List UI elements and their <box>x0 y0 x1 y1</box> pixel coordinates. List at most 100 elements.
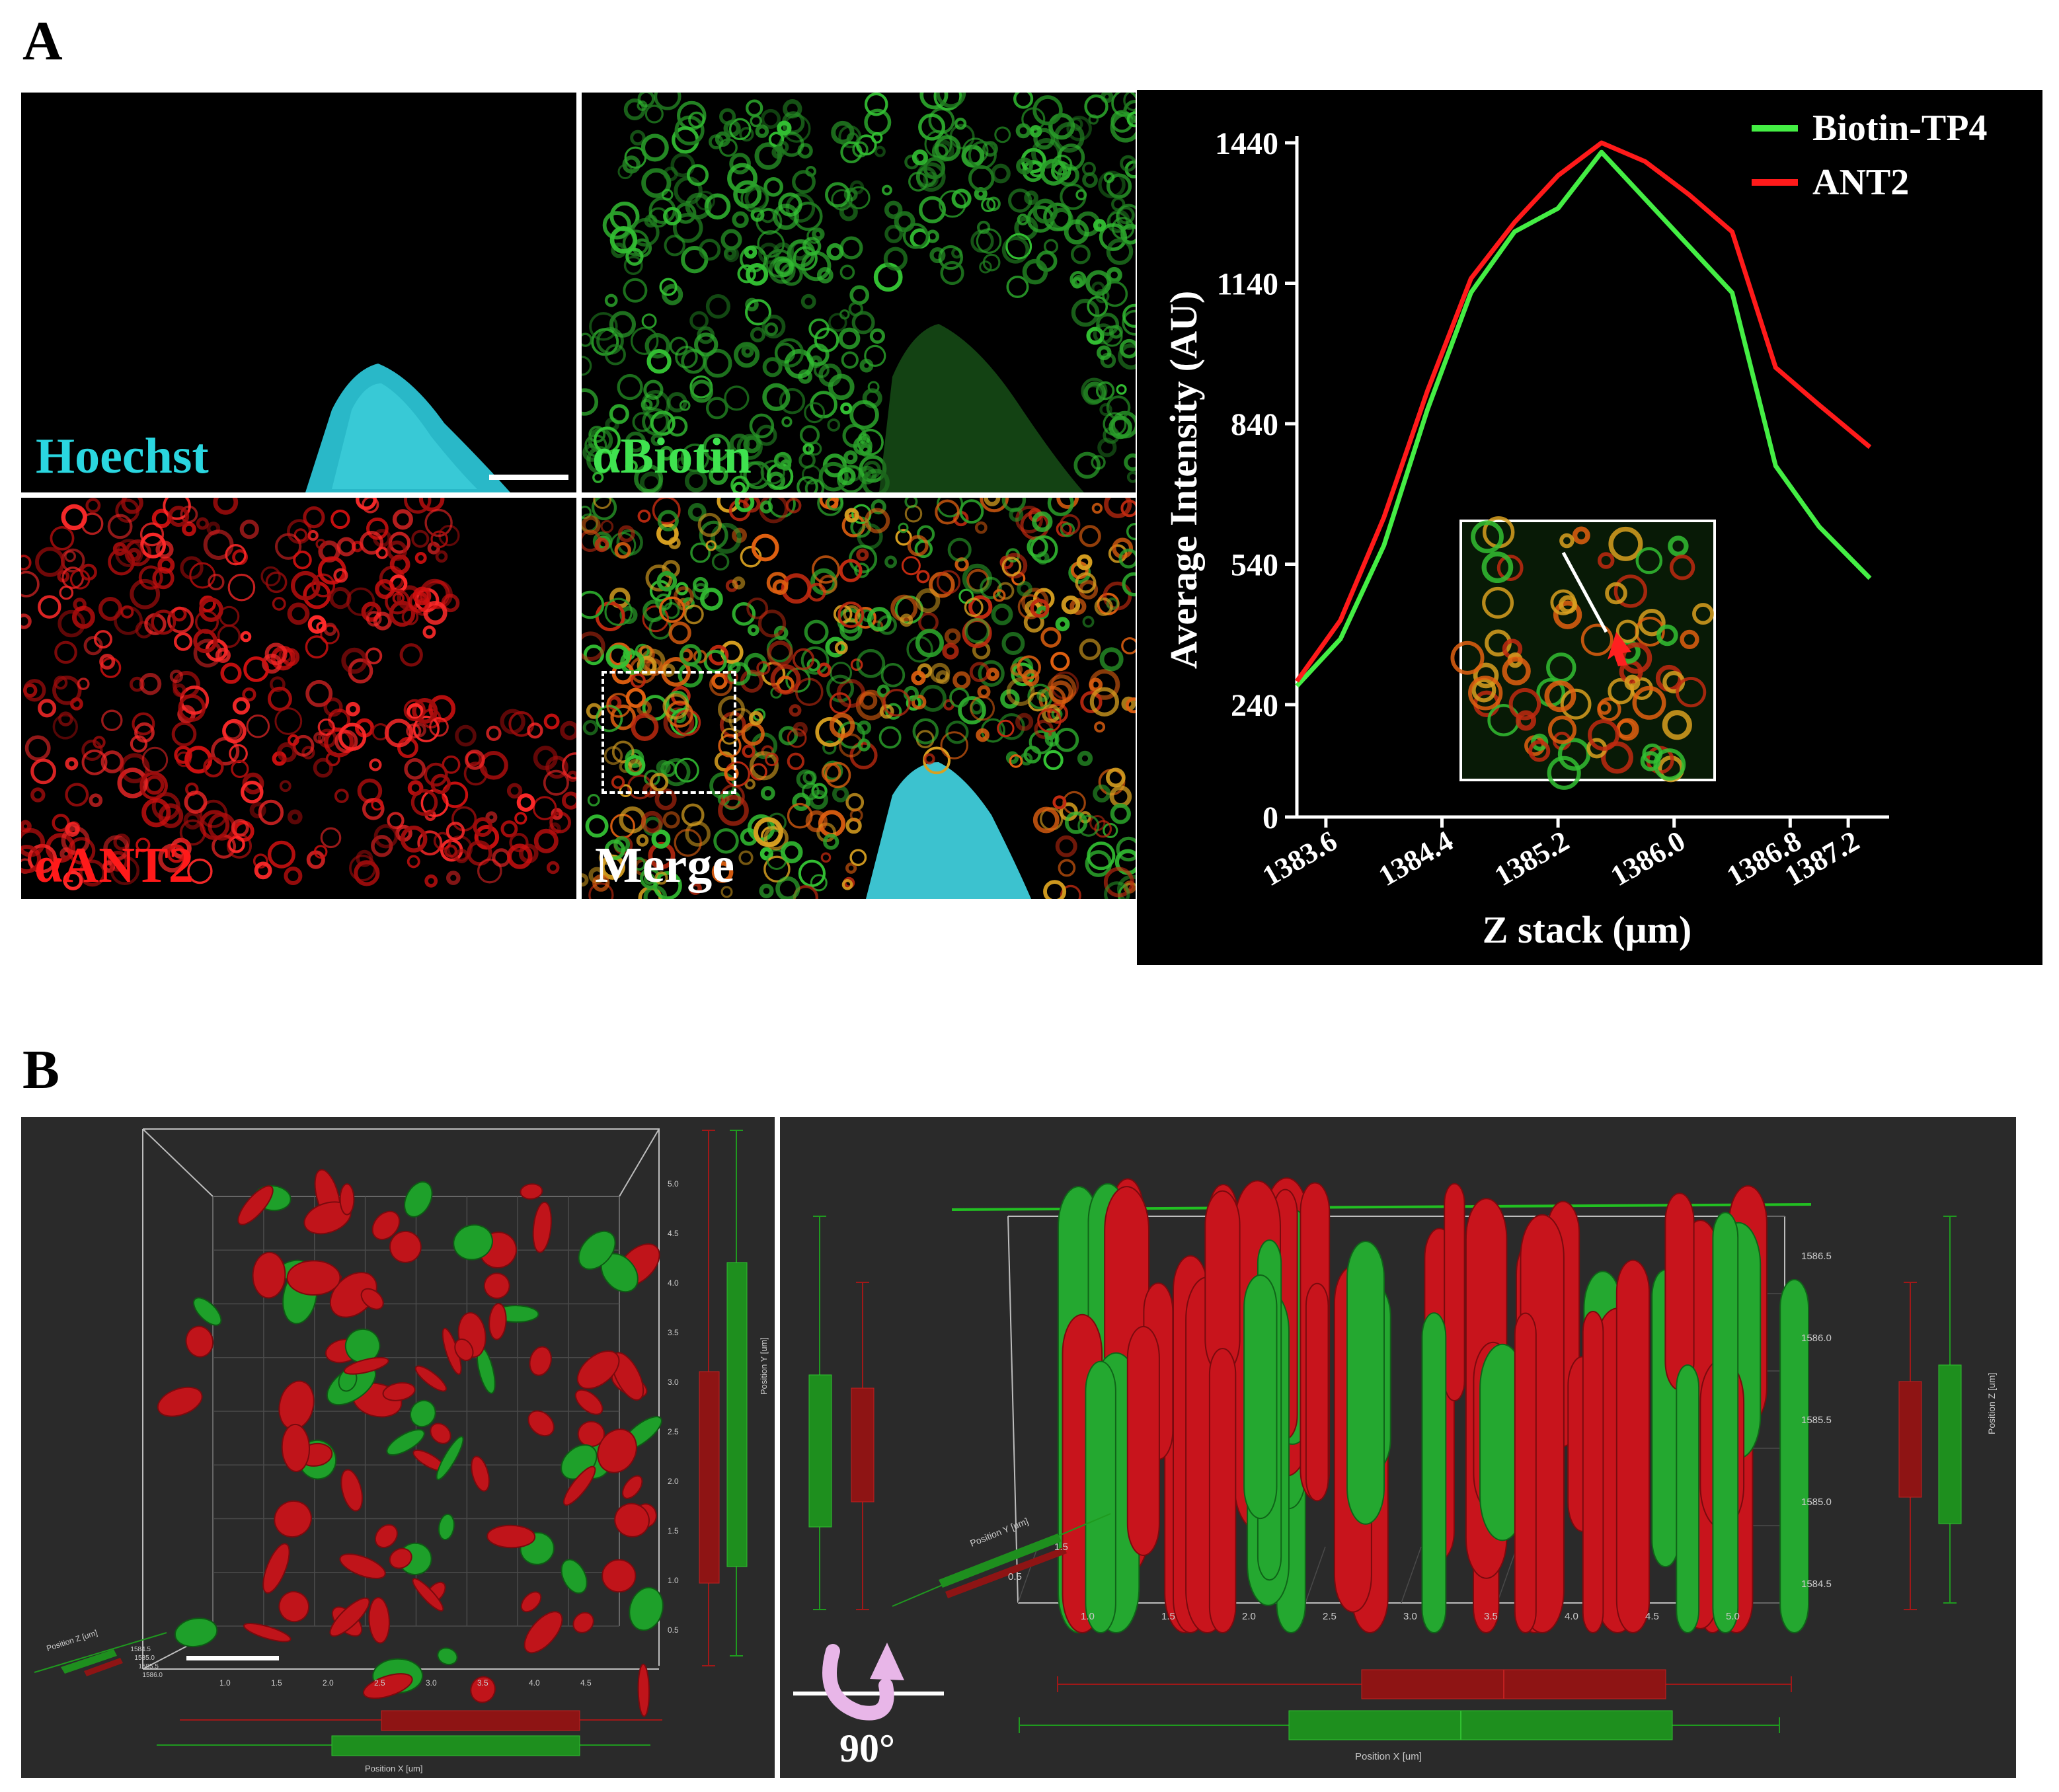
scene-left-x-tick-label: 2.5 <box>374 1678 385 1688</box>
organelle-mark <box>373 611 392 631</box>
organelle-mark <box>680 644 702 666</box>
scene-left-y-boxplots <box>699 1130 748 1666</box>
scene-right-z-tick-label: 1585.0 <box>1801 1497 1832 1508</box>
organelle-mark <box>683 604 704 625</box>
organelle-mark <box>758 609 787 638</box>
organelle-mark <box>225 544 247 566</box>
organelle-mark <box>63 871 83 890</box>
organelle-mark <box>479 750 508 780</box>
ant2-surface <box>371 1210 401 1241</box>
organelle-mark <box>1122 303 1136 328</box>
organelle-mark <box>935 670 950 685</box>
organelle-mark <box>694 332 719 357</box>
organelle-mark <box>1024 190 1038 206</box>
organelle-mark <box>1121 637 1136 655</box>
organelle-mark <box>124 539 151 566</box>
organelle-mark <box>1048 680 1073 705</box>
organelle-mark <box>745 299 771 326</box>
organelle-mark <box>279 780 291 793</box>
scene-right: Position Z [um] Position X [um] 1.0 1.5 2.… <box>780 1117 2016 1778</box>
scene-left-z-tick-label: 1586.0 <box>142 1672 163 1679</box>
organelle-mark <box>587 794 600 806</box>
organelle-mark <box>864 508 890 533</box>
organelle-mark <box>935 499 960 525</box>
organelle-mark <box>1032 95 1063 126</box>
organelle-mark <box>945 721 969 744</box>
organelle-mark <box>820 852 832 863</box>
organelle-mark <box>808 789 828 810</box>
organelle-mark <box>1082 615 1095 628</box>
organelle-mark <box>761 314 786 338</box>
organelle-mark <box>387 540 407 561</box>
organelle-mark <box>389 600 416 627</box>
organelle-mark <box>561 752 576 780</box>
organelle-mark <box>1036 689 1050 702</box>
ant2-surface <box>1582 1311 1604 1633</box>
inset-mark <box>1560 688 1592 720</box>
organelle-mark <box>739 126 754 142</box>
organelle-mark <box>1016 157 1034 175</box>
organelle-mark <box>668 621 691 644</box>
organelle-mark <box>641 168 672 198</box>
organelle-mark <box>970 229 994 253</box>
chart-y-tick-label: 540 <box>1231 548 1278 583</box>
chart-y-axis-label: Average Intensity (AU) <box>1162 291 1205 669</box>
ant2-surface <box>574 1389 603 1415</box>
organelle-mark <box>366 517 389 540</box>
organelle-mark <box>929 247 946 264</box>
organelle-mark <box>838 327 861 350</box>
organelle-mark <box>592 471 604 483</box>
organelle-mark <box>114 605 143 635</box>
organelle-mark <box>839 236 863 260</box>
organelle-mark <box>783 99 802 119</box>
organelle-mark <box>65 783 89 807</box>
scene-left-y-tick-label: 0.5 <box>668 1625 679 1635</box>
organelle-mark <box>1017 655 1041 680</box>
scene-right-right-boxplots <box>1898 1216 1962 1610</box>
organelle-mark <box>560 721 576 740</box>
organelle-mark <box>369 758 382 771</box>
organelle-mark <box>400 826 428 853</box>
organelle-mark <box>81 739 103 761</box>
organelle-mark <box>650 433 664 446</box>
organelle-mark <box>743 498 761 513</box>
organelle-mark <box>834 641 848 654</box>
organelle-mark <box>705 397 728 420</box>
organelle-mark <box>217 624 241 648</box>
organelle-mark <box>424 762 448 787</box>
organelle-mark <box>753 817 783 847</box>
organelle-mark <box>1060 884 1081 899</box>
organelle-mark <box>1055 617 1070 632</box>
organelle-mark <box>1077 814 1100 837</box>
organelle-mark <box>387 812 405 830</box>
ant2-surface <box>278 1590 309 1623</box>
organelle-mark <box>884 224 904 243</box>
ant2-surface <box>157 1386 203 1417</box>
organelle-mark <box>636 834 649 847</box>
organelle-mark <box>679 400 691 411</box>
ant2-surface <box>252 1251 286 1299</box>
inset-mark <box>1676 677 1707 708</box>
organelle-mark <box>582 388 599 416</box>
inset-mark <box>1547 715 1577 744</box>
organelle-mark <box>827 418 841 432</box>
inset-mark <box>1692 603 1714 625</box>
scene-left-y-tick-label: 3.5 <box>668 1328 679 1337</box>
organelle-mark <box>763 176 783 197</box>
organelle-mark <box>864 93 888 116</box>
organelle-mark <box>1122 309 1136 336</box>
organelle-mark <box>1075 211 1101 237</box>
organelle-mark <box>804 402 826 424</box>
organelle-mark <box>193 629 217 654</box>
organelle-mark <box>1116 206 1135 225</box>
organelle-mark <box>1022 669 1040 687</box>
organelle-mark <box>69 697 83 711</box>
ant2-surface <box>471 1456 490 1492</box>
inset-mark <box>1668 535 1689 557</box>
organelle-mark <box>840 402 853 414</box>
organelle-mark <box>734 342 760 368</box>
inset-mark <box>1471 678 1496 703</box>
organelle-mark <box>859 691 878 710</box>
organelle-mark <box>346 587 375 616</box>
organelle-mark <box>815 717 845 747</box>
